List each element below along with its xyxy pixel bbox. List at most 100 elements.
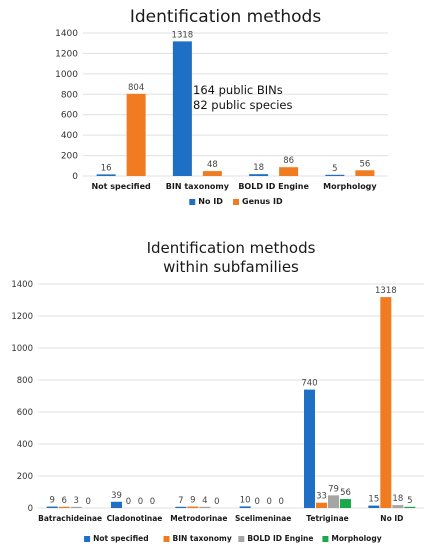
legend-label: Genus ID — [242, 197, 283, 206]
chart-1: Identification methods 0 200 400 600 800 1000 1… — [55, 7, 388, 206]
data-label: 0 — [150, 497, 155, 507]
data-label: 0 — [138, 497, 143, 507]
x-category-label: BIN taxonomy — [166, 182, 230, 191]
y-tick-label: 0 — [28, 504, 33, 514]
y-tick-label: 200 — [61, 152, 78, 162]
data-label: 86 — [283, 156, 294, 166]
data-label: 39 — [111, 491, 122, 501]
data-label: 48 — [207, 160, 218, 170]
data-label: 9 — [49, 496, 54, 506]
legend-swatch — [238, 536, 245, 542]
legend-label: BIN taxonomy — [173, 534, 232, 543]
y-tick-label: 600 — [61, 111, 78, 121]
bar-bold-id-engine — [199, 506, 211, 508]
bar-bin-taxonomy — [316, 502, 327, 508]
data-label: 1318 — [172, 30, 194, 40]
bar-morphology — [404, 506, 416, 508]
data-label: 0 — [126, 497, 131, 507]
data-label: 79 — [328, 484, 339, 494]
data-label: 16 — [101, 163, 112, 173]
data-label: 3 — [73, 496, 78, 506]
y-tick-label: 600 — [17, 408, 33, 418]
legend-swatch — [233, 199, 240, 205]
chart-title: Identification methods — [130, 7, 322, 27]
data-label: 56 — [340, 488, 351, 498]
data-label: 18 — [253, 163, 264, 173]
data-label: 804 — [128, 83, 144, 93]
data-label: 18 — [392, 494, 403, 504]
y-tick-label: 1000 — [11, 344, 33, 354]
y-tick-label: 200 — [17, 472, 33, 482]
bar-no-id — [172, 41, 192, 176]
data-label: 5 — [332, 164, 337, 174]
bar-not-specified — [239, 506, 251, 508]
y-tick-label: 0 — [72, 172, 78, 182]
data-label: 4 — [202, 496, 207, 506]
data-label: 15 — [368, 495, 379, 505]
legend-swatch — [84, 536, 91, 542]
bar-not-specified — [175, 506, 187, 508]
data-label: 56 — [359, 159, 370, 169]
bar-no-id — [249, 174, 269, 176]
x-category-label: Morphology — [323, 182, 377, 191]
data-label: 9 — [190, 496, 195, 506]
x-category-label: Batrachideinae — [38, 514, 102, 523]
y-tick-label: 1200 — [55, 49, 78, 59]
y-tick-label: 1000 — [55, 70, 78, 80]
annotation-text: 164 public BINs — [193, 83, 283, 97]
bar-bin-taxonomy — [58, 506, 70, 508]
y-tick-label: 400 — [61, 131, 78, 141]
bar-not-specified — [46, 506, 58, 508]
legend-swatch — [189, 199, 196, 205]
bar-bold-id-engine — [392, 505, 404, 508]
data-label: 33 — [316, 492, 327, 502]
data-label: 7 — [178, 496, 183, 506]
data-label: 0 — [266, 497, 271, 507]
bar-bin-taxonomy — [380, 297, 392, 508]
x-category-label: BOLD ID Engine — [238, 182, 309, 191]
chart-title: within subfamilies — [163, 258, 299, 276]
legend-label: Not specified — [93, 534, 149, 543]
x-category-label: No ID — [380, 514, 403, 523]
x-category-label: Cladonotinae — [107, 514, 163, 523]
x-category-label: Tetriginae — [306, 514, 349, 523]
x-category-label: Not specified — [91, 182, 151, 191]
data-label: 0 — [254, 497, 259, 507]
data-label: 1318 — [375, 286, 397, 296]
bar-no-id — [325, 174, 345, 176]
legend-label: BOLD ID Engine — [247, 534, 313, 543]
legend-swatch — [163, 536, 170, 542]
data-label: 10 — [240, 495, 251, 505]
data-label: 740 — [301, 379, 317, 389]
y-tick-label: 1400 — [11, 280, 33, 290]
data-label: 5 — [407, 496, 412, 506]
bar-bold-id-engine — [328, 495, 339, 508]
x-category-label: Scelimeninae — [235, 514, 291, 523]
data-label: 0 — [278, 497, 283, 507]
chart-title: Identification methods — [147, 239, 316, 257]
data-label: 0 — [214, 497, 219, 507]
bar-genus-id — [279, 167, 299, 176]
bar-not-specified — [368, 505, 380, 508]
y-tick-label: 800 — [61, 90, 78, 100]
legend-label: Morphology — [331, 534, 381, 543]
data-label: 6 — [61, 496, 66, 506]
bar-not-specified — [304, 389, 315, 508]
bar-no-id — [96, 174, 116, 176]
bar-bin-taxonomy — [187, 506, 199, 508]
y-tick-label: 1400 — [55, 29, 78, 39]
bar-bold-id-engine — [70, 506, 82, 508]
y-tick-label: 1200 — [11, 312, 33, 322]
y-tick-label: 800 — [17, 376, 33, 386]
bar-genus-id — [355, 170, 375, 176]
bar-morphology — [340, 499, 351, 508]
bar-genus-id — [202, 171, 222, 176]
legend-label: No ID — [198, 197, 223, 206]
bar-genus-id — [126, 93, 146, 176]
legend-swatch — [322, 536, 329, 542]
annotation-text: 82 public species — [193, 98, 293, 112]
x-category-label: Metrodorinae — [170, 514, 227, 523]
data-label: 0 — [85, 497, 90, 507]
